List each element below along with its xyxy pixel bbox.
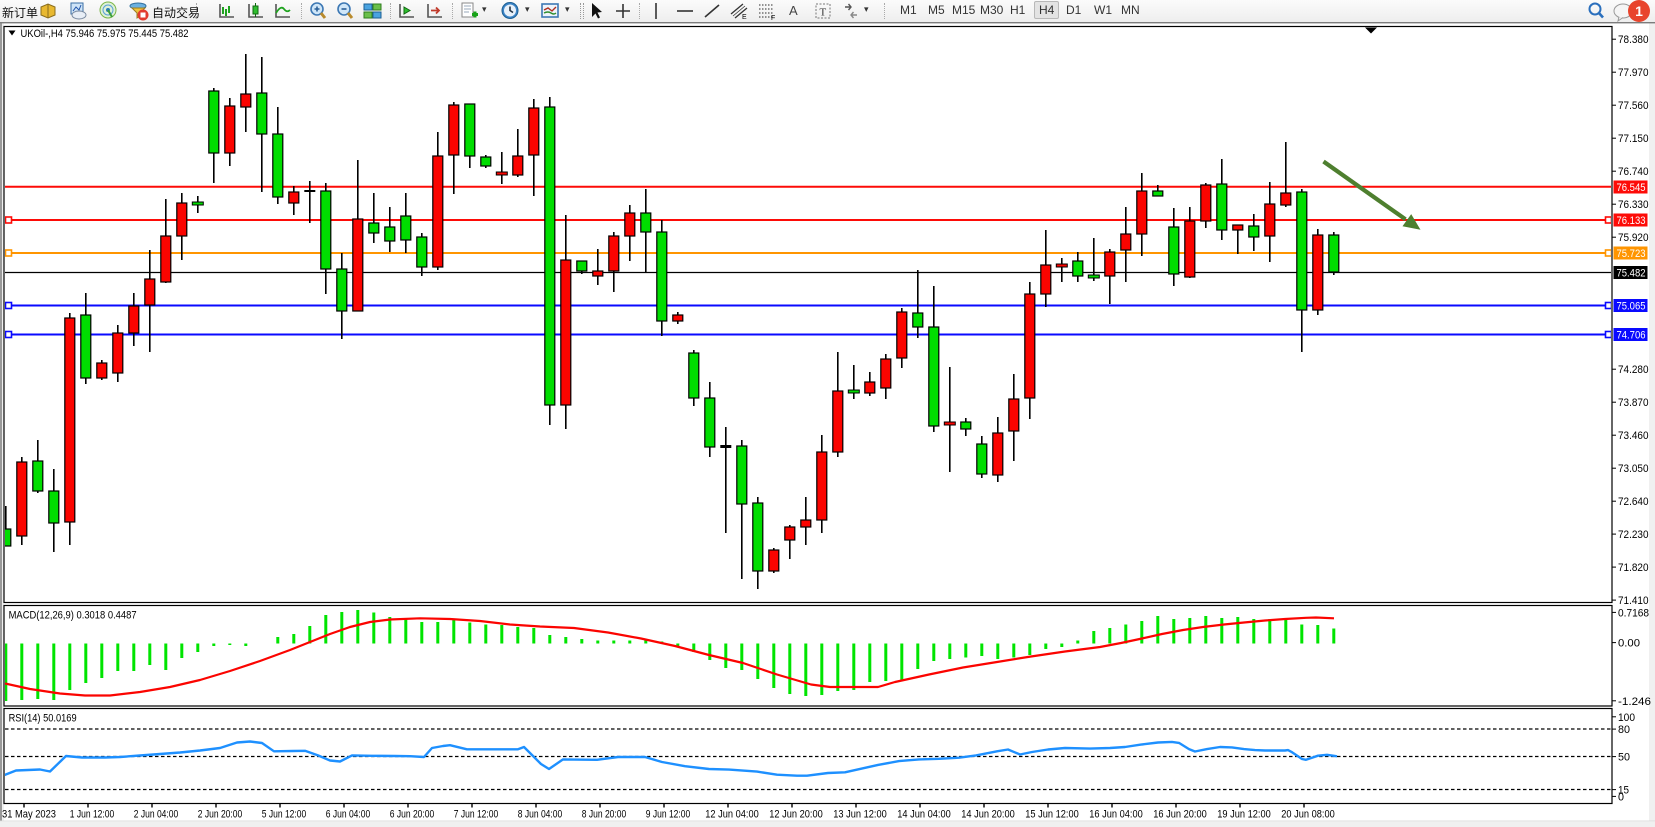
svg-text:UKOil-,H4 75.946 75.975 75.44: UKOil-,H4 75.946 75.975 75.445 75.482 (21, 28, 189, 40)
svg-text:16 Jun 04:00: 16 Jun 04:00 (1089, 809, 1143, 821)
svg-text:76.330: 76.330 (1618, 199, 1649, 211)
svg-text:15: 15 (1618, 785, 1629, 797)
svg-text:8 Jun 20:00: 8 Jun 20:00 (582, 809, 627, 821)
svg-text:MACD(12,26,9) 0.3018 0.4487: MACD(12,26,9) 0.3018 0.4487 (9, 610, 137, 622)
svg-text:12 Jun 04:00: 12 Jun 04:00 (705, 809, 759, 821)
svg-text:80: 80 (1618, 724, 1630, 736)
svg-text:T: T (820, 7, 827, 19)
svg-text:71.410: 71.410 (1618, 595, 1649, 607)
svg-text:0.00: 0.00 (1618, 638, 1640, 650)
svg-text:73.870: 73.870 (1618, 397, 1649, 409)
svg-text:78.380: 78.380 (1618, 34, 1649, 46)
svg-text:5 Jun 12:00: 5 Jun 12:00 (262, 809, 307, 821)
svg-text:14 Jun 04:00: 14 Jun 04:00 (897, 809, 951, 821)
svg-text:77.150: 77.150 (1618, 133, 1649, 145)
svg-text:-1.246: -1.246 (1618, 696, 1651, 708)
svg-text:16 Jun 20:00: 16 Jun 20:00 (1153, 809, 1207, 821)
svg-text:50: 50 (1618, 752, 1630, 764)
svg-text:76.545: 76.545 (1617, 182, 1646, 194)
svg-text:0: 0 (1618, 791, 1624, 803)
svg-text:9 Jun 12:00: 9 Jun 12:00 (646, 809, 691, 821)
svg-text:2 Jun 04:00: 2 Jun 04:00 (134, 809, 179, 821)
svg-text:77.560: 77.560 (1618, 100, 1649, 112)
svg-text:6 Jun 04:00: 6 Jun 04:00 (326, 809, 371, 821)
svg-text:74.280: 74.280 (1618, 364, 1649, 376)
svg-text:20 Jun 08:00: 20 Jun 08:00 (1281, 809, 1335, 821)
svg-text:13 Jun 12:00: 13 Jun 12:00 (833, 809, 887, 821)
svg-text:14 Jun 20:00: 14 Jun 20:00 (961, 809, 1015, 821)
svg-text:72.230: 72.230 (1618, 529, 1649, 541)
svg-text:73.050: 73.050 (1618, 463, 1649, 475)
svg-text:100: 100 (1618, 712, 1635, 724)
svg-text:76.740: 76.740 (1618, 166, 1649, 178)
svg-text:75.065: 75.065 (1617, 300, 1646, 312)
svg-text:E: E (742, 14, 747, 21)
svg-text:15 Jun 12:00: 15 Jun 12:00 (1025, 809, 1079, 821)
svg-text:7 Jun 12:00: 7 Jun 12:00 (454, 809, 499, 821)
svg-text:RSI(14) 50.0169: RSI(14) 50.0169 (9, 713, 77, 725)
svg-text:8 Jun 04:00: 8 Jun 04:00 (518, 809, 563, 821)
svg-text:72.640: 72.640 (1618, 496, 1649, 508)
svg-text:0.7168: 0.7168 (1618, 607, 1649, 619)
svg-text:12 Jun 20:00: 12 Jun 20:00 (769, 809, 823, 821)
svg-text:73.460: 73.460 (1618, 430, 1649, 442)
svg-text:2 Jun 20:00: 2 Jun 20:00 (198, 809, 243, 821)
svg-text:F: F (771, 15, 775, 21)
svg-text:31 May 2023: 31 May 2023 (2, 809, 56, 821)
svg-text:71.820: 71.820 (1618, 562, 1649, 574)
svg-text:76.133: 76.133 (1617, 215, 1646, 227)
svg-text:1 Jun 12:00: 1 Jun 12:00 (70, 809, 115, 821)
svg-text:77.970: 77.970 (1618, 67, 1649, 79)
svg-text:75.723: 75.723 (1617, 248, 1646, 260)
svg-text:74.706: 74.706 (1617, 329, 1646, 341)
svg-text:75.920: 75.920 (1618, 232, 1649, 244)
svg-text:19 Jun 12:00: 19 Jun 12:00 (1217, 809, 1271, 821)
svg-text:75.482: 75.482 (1617, 267, 1646, 279)
svg-text:6 Jun 20:00: 6 Jun 20:00 (390, 809, 435, 821)
